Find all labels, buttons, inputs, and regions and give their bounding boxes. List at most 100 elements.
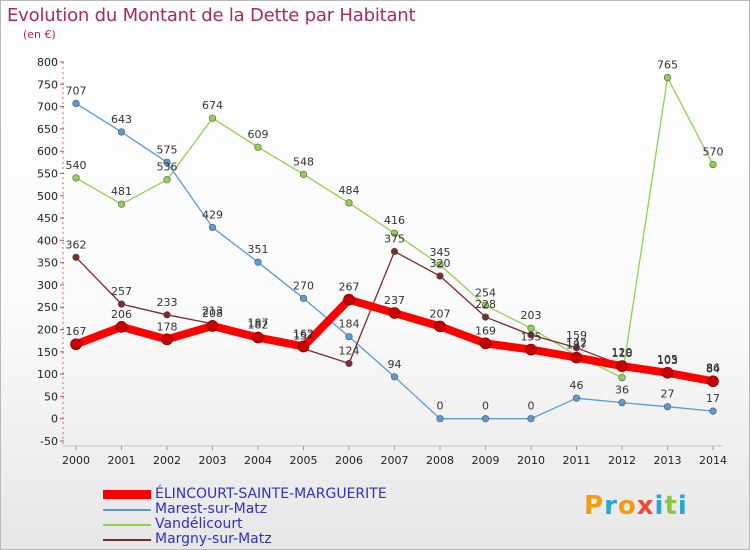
- data-label-1: 0: [528, 400, 535, 413]
- data-label-2: 674: [202, 99, 223, 112]
- data-point-1: [72, 99, 80, 108]
- data-label-2: 570: [703, 146, 724, 159]
- data-point-0: [570, 351, 583, 364]
- y-tick-label: -50: [40, 435, 58, 448]
- y-tick-label: 150: [37, 346, 58, 359]
- y-tick-label: 200: [37, 324, 58, 337]
- data-point-2: [481, 301, 490, 310]
- data-point-0: [616, 360, 628, 372]
- logo-letter: x: [636, 491, 655, 521]
- x-tick-label: 2008: [426, 454, 454, 467]
- data-label-1: 643: [111, 113, 132, 126]
- legend-swatch: [103, 490, 151, 499]
- x-tick-label: 2003: [199, 454, 227, 467]
- data-label-0: 182: [248, 319, 269, 332]
- data-label-0: 84: [706, 362, 720, 375]
- data-label-3: 120: [612, 346, 633, 359]
- data-point-1: [663, 403, 672, 411]
- data-point-1: [299, 294, 308, 302]
- y-tick-label: 350: [37, 257, 58, 270]
- y-tick-label: 250: [37, 301, 58, 314]
- chart-title: Evolution du Montant de la Dette par Hab…: [7, 5, 416, 26]
- data-point-0: [707, 375, 719, 388]
- data-label-2: 548: [293, 155, 314, 168]
- data-label-3: 213: [202, 305, 223, 318]
- data-point-0: [70, 338, 82, 351]
- data-label-1: 351: [248, 243, 269, 256]
- data-label-0: 155: [521, 331, 542, 344]
- legend-label: Vandélicourt: [155, 516, 243, 532]
- data-point-0: [206, 320, 219, 332]
- data-point-0: [388, 307, 401, 319]
- data-label-1: 184: [339, 318, 360, 331]
- data-label-2: 765: [657, 59, 678, 72]
- data-label-0: 137: [566, 339, 587, 352]
- data-point-1: [117, 128, 126, 136]
- data-point-2: [618, 374, 626, 382]
- data-point-2: [709, 160, 717, 169]
- data-label-0: 178: [157, 320, 178, 333]
- data-label-2: 345: [430, 246, 451, 259]
- data-label-1: 46: [570, 379, 584, 392]
- x-tick-label: 2005: [290, 454, 318, 467]
- data-point-1: [345, 333, 353, 341]
- x-tick-label: 2009: [472, 454, 500, 467]
- data-point-2: [254, 143, 262, 151]
- data-label-3: 187: [248, 316, 269, 329]
- data-label-1: 707: [66, 84, 87, 97]
- data-label-1: 575: [157, 143, 178, 156]
- data-label-2: 254: [475, 286, 496, 299]
- logo-letter: i: [654, 491, 665, 521]
- data-point-1: [481, 415, 490, 423]
- logo-letter: t: [664, 491, 678, 521]
- logo-letter: r: [604, 491, 618, 521]
- data-point-0: [661, 366, 674, 379]
- data-point-0: [343, 293, 355, 306]
- y-tick-label: 800: [37, 56, 58, 69]
- legend-item: ÉLINCOURT-SAINTE-MARGUERITE: [103, 487, 387, 502]
- x-tick-label: 2013: [654, 454, 682, 467]
- legend-item: Marest-sur-Matz: [103, 502, 387, 517]
- data-label-0: 118: [612, 347, 633, 360]
- data-label-1: 36: [615, 384, 629, 397]
- data-point-3: [436, 272, 444, 280]
- data-label-1: 27: [661, 388, 675, 401]
- y-tick-label: 300: [37, 279, 58, 292]
- data-label-2: 536: [157, 161, 178, 174]
- data-point-2: [345, 199, 353, 207]
- data-point-0: [525, 343, 537, 356]
- y-tick-label: 550: [37, 167, 58, 180]
- data-point-1: [208, 223, 217, 232]
- data-label-3: 375: [384, 233, 405, 246]
- data-label-3: 320: [430, 257, 451, 270]
- data-point-1: [572, 394, 581, 402]
- data-label-3: 124: [339, 344, 360, 357]
- data-label-1: 270: [293, 279, 314, 292]
- data-point-2: [299, 170, 308, 178]
- legend-item: Vandélicourt: [103, 517, 387, 532]
- axes: -50 0 50 100 150 200 250 300 350 400 450 500 550 600 6…: [37, 56, 727, 467]
- legend-swatch: [103, 508, 151, 511]
- logo-letter: o: [617, 491, 637, 521]
- data-label-0: 206: [111, 308, 132, 321]
- data-label-1: 429: [202, 208, 223, 221]
- data-point-0: [252, 331, 264, 344]
- x-tick-label: 2006: [335, 454, 363, 467]
- logo-letter: i: [677, 491, 688, 521]
- data-label-3: 257: [111, 285, 132, 298]
- data-point-1: [254, 258, 262, 266]
- data-point-3: [527, 331, 535, 339]
- y-tick-label: 50: [44, 390, 58, 403]
- data-point-3: [163, 311, 171, 319]
- data-label-3: 105: [657, 353, 678, 366]
- legend-swatch: [103, 538, 151, 541]
- data-label-0: 237: [384, 294, 405, 307]
- data-label-3: 362: [66, 238, 87, 251]
- y-tick-label: 0: [51, 413, 58, 426]
- data-point-2: [117, 200, 126, 208]
- data-point-3: [390, 247, 399, 256]
- x-tick-label: 2001: [108, 454, 136, 467]
- data-label-2: 484: [339, 184, 360, 197]
- x-tick-label: 2014: [699, 454, 727, 467]
